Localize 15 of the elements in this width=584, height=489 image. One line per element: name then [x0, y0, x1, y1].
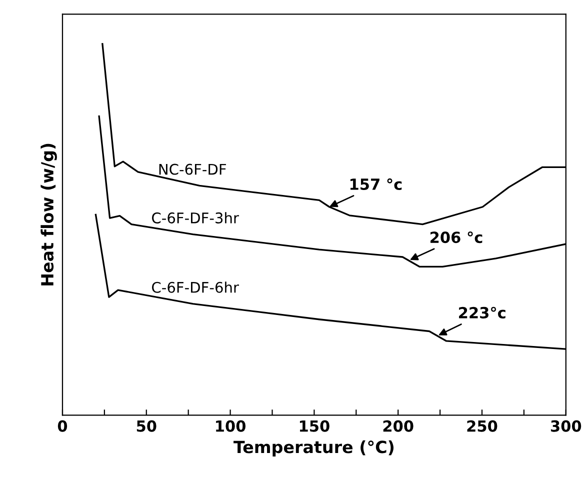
annotation: 157 °c [350, 178, 402, 190]
x-tick-label: 200 [383, 420, 414, 432]
x-tick-label: 0 [58, 420, 68, 432]
x-tick-label: 250 [467, 420, 498, 432]
series-label: C-6F-DF-6hr [152, 282, 239, 293]
series-label: NC-6F-DF [159, 164, 226, 175]
x-tick-label: 150 [300, 420, 330, 432]
x-tick-label: 300 [550, 420, 582, 432]
series-label: C-6F-DF-3hr [152, 212, 239, 224]
y-axis-title: Heat flow (w/g) [40, 144, 57, 286]
annotation: 206 °c [430, 231, 482, 244]
x-tick-label: 50 [136, 420, 156, 432]
x-axis-title: Temperature (°C) [234, 440, 394, 456]
annotation: 223°c [459, 306, 506, 318]
x-tick-label: 100 [216, 420, 246, 432]
